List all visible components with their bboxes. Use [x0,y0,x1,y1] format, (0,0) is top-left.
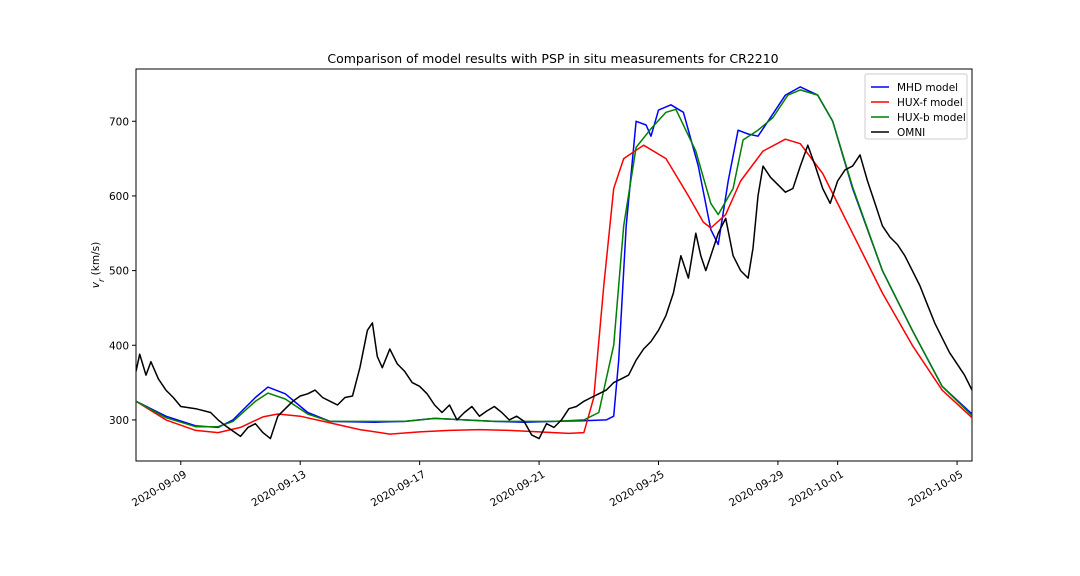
plot-frame [136,69,972,461]
y-tick-label: 300 [109,415,129,427]
x-tick-label: 2020-09-29 [727,468,786,509]
x-tick-label: 2020-10-05 [906,468,965,509]
plot-area [136,69,972,461]
y-tick-label: 500 [109,266,129,278]
series-layer [136,87,972,439]
legend-entry: HUX-f model [897,97,963,109]
y-axis-label: vr (km/s) [90,242,106,288]
legend-entry: OMNI [897,127,925,139]
y-axis: 300 400 500 600 700 [109,116,136,427]
chart-title: Comparison of model results with PSP in … [327,51,778,66]
y-tick-label: 400 [109,340,129,352]
legend-entry: HUX-b model [897,112,966,124]
x-tick-label: 2020-09-13 [249,468,308,509]
y-axis-label-unit: (km/s) [90,242,102,279]
x-tick-label: 2020-09-21 [488,468,547,509]
series-line-omni [136,145,972,438]
x-tick-label: 2020-10-01 [787,468,846,509]
series-line-hux-b-model [136,90,972,427]
legend-entry: MHD model [897,82,958,94]
x-axis: 2020-09-09 2020-09-13 2020-09-17 2020-09-21… [130,461,965,509]
legend: MHD model HUX-f model HUX-b model OMNI [865,74,967,139]
x-tick-label: 2020-09-25 [608,468,667,509]
series-line-mhd-model [136,87,972,428]
series-line-hux-f-model [136,139,972,434]
x-tick-label: 2020-09-17 [369,468,428,509]
y-tick-label: 700 [109,116,129,128]
x-tick-label: 2020-09-09 [130,468,189,509]
y-tick-label: 600 [109,191,129,203]
